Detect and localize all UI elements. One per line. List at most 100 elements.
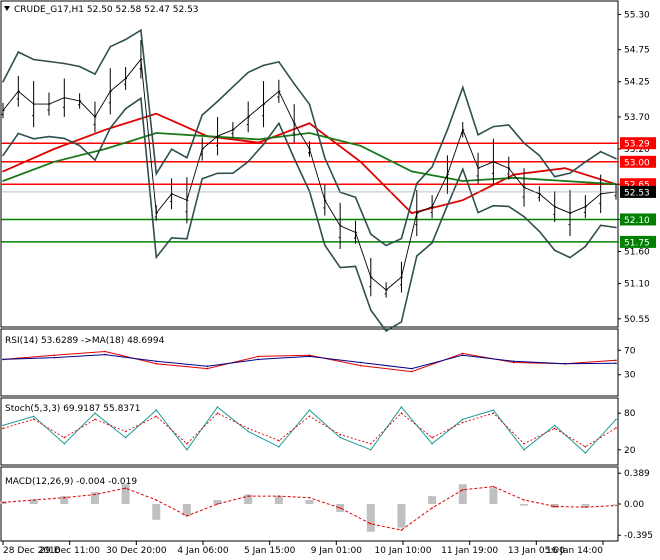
ma-green-line-point — [257, 138, 260, 141]
upper-band-line-point — [416, 182, 418, 185]
price-line-point — [400, 276, 403, 278]
ma-red-line-point — [257, 141, 260, 144]
lower-band-line-point — [216, 172, 219, 175]
upper-band-line-point — [324, 157, 326, 159]
macd-signal-line-point — [400, 529, 403, 531]
rsi-ma-line-point — [410, 367, 413, 370]
axis-labels: 55.30 54.75 54.25 53.70 53.20 52.65 52.10 51.60… — [2, 10, 656, 556]
upper-band-line-point — [216, 100, 219, 103]
macd-histogram-bar — [274, 496, 283, 504]
price-line-point — [507, 167, 510, 169]
stoch-pane[interactable] — [2, 406, 617, 454]
lower-band-line-point — [538, 230, 541, 233]
stoch-main-line-point — [308, 409, 311, 411]
price-line-point — [109, 90, 112, 93]
macd-signal-line-point — [553, 505, 556, 508]
price-line-point — [293, 122, 296, 125]
macd-axis-label: 0.00 — [624, 500, 644, 510]
stoch-signal-line-point — [247, 427, 249, 430]
macd-histogram-bar — [458, 484, 467, 504]
main-price-pane[interactable] — [1, 28, 619, 333]
stoch-main-line-point — [2, 424, 4, 427]
level-price-tag — [620, 137, 656, 150]
stoch-main-line-point — [584, 452, 587, 454]
stoch-signal-line-point — [2, 427, 4, 430]
upper-band-line-point — [2, 80, 4, 83]
price-axis-label: 54.25 — [624, 78, 650, 88]
stoch-main-line-point — [94, 412, 96, 415]
macd-histogram-bar — [489, 488, 498, 504]
ma-red-line-point — [462, 199, 464, 201]
price-line-point — [339, 225, 342, 227]
rsi-axis-label: 70 — [624, 346, 636, 356]
symbol-info: CRUDE_G17,H1 52.50 52.58 52.47 52.53 — [14, 5, 199, 15]
current-price-label: 52.53 — [624, 188, 650, 198]
level-price-label: 51.75 — [624, 238, 650, 248]
lower-band-line-point — [247, 160, 249, 163]
stoch-title: Stoch(5,3,3) 69.9187 55.8371 — [5, 404, 140, 414]
stoch-main-line-point — [553, 424, 556, 427]
price-line-point — [324, 199, 326, 201]
upper-band-line-point — [170, 148, 173, 150]
rsi-line-point — [53, 354, 55, 357]
upper-band-line-point — [17, 51, 20, 53]
price-line-point — [569, 212, 571, 214]
rsi-ma-line-point — [513, 360, 515, 363]
ma-green-line-point — [104, 148, 106, 150]
rsi-ma-line-point — [564, 362, 566, 365]
upper-band-line-point — [155, 172, 158, 175]
upper-band-line-point — [538, 154, 541, 157]
macd-histogram-bar — [60, 496, 69, 504]
price-axis-label: 51.10 — [624, 280, 650, 290]
stoch-signal-line-point — [400, 412, 403, 415]
upper-band-line-point — [492, 125, 495, 128]
price-line-point — [155, 212, 158, 214]
rsi-pane[interactable] — [2, 350, 617, 373]
price-line-point — [431, 205, 433, 208]
symbol-header[interactable]: CRUDE_G17,H1 52.50 52.58 52.47 52.53 — [4, 5, 199, 15]
stoch-signal-line-point — [523, 442, 525, 445]
macd-histogram-bar — [428, 496, 437, 504]
price-axis-label: 54.75 — [624, 46, 650, 56]
time-axis-label: 29 Dec 11:00 — [39, 546, 100, 556]
lower-band-line-point — [186, 238, 188, 240]
lower-band-line-point — [324, 244, 326, 246]
rsi-ma-line-point — [206, 365, 209, 368]
time-axis-label: 11 Jan 19:00 — [441, 546, 498, 556]
ma-red-line-point — [308, 122, 311, 125]
price-line-point — [446, 173, 449, 176]
upper-band-line-point — [354, 196, 357, 199]
price-axis-label: 53.20 — [624, 145, 650, 155]
macd-signal-line-point — [155, 499, 158, 501]
lower-band-line-point — [140, 97, 142, 100]
rsi-line-point — [257, 355, 260, 358]
lower-band-line-point — [339, 266, 342, 269]
price-line-point — [186, 199, 188, 201]
lower-band-line-point — [63, 137, 66, 140]
price-axis-label: 51.60 — [624, 248, 650, 258]
upper-band-line-point — [63, 62, 66, 65]
lower-band-line-point — [293, 157, 296, 160]
macd-signal-line-point — [584, 506, 587, 509]
lower-band-line-point — [48, 135, 50, 138]
macd-signal-line-point — [94, 493, 96, 496]
stoch-main-line-point — [462, 418, 464, 421]
upper-band-line-point — [262, 64, 265, 67]
price-axis-label: 50.55 — [624, 315, 650, 325]
upper-band-line-point — [308, 103, 311, 106]
macd-axis-label: 0.389 — [624, 469, 650, 479]
upper-band-line-point — [400, 237, 403, 240]
macd-signal-line-point — [431, 507, 433, 509]
lower-band-line-point — [94, 159, 96, 161]
lower-band-line-point — [78, 144, 81, 147]
upper-band-line-point — [186, 156, 188, 159]
ma-red-line-point — [53, 148, 55, 150]
macd-signal-line-point — [2, 501, 4, 504]
macd-pane[interactable] — [0, 484, 620, 532]
stoch-signal-line-point — [94, 418, 96, 421]
price-line-point — [385, 289, 387, 291]
ma-red-line-point — [104, 129, 106, 131]
triangle-down-icon[interactable] — [4, 6, 10, 11]
